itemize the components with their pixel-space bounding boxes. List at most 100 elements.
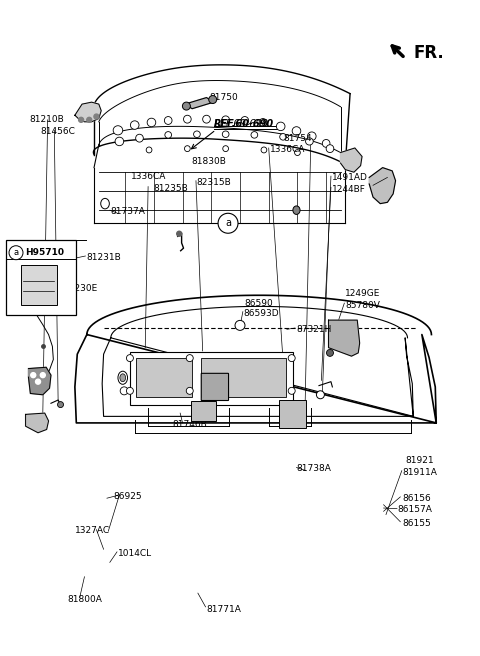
Polygon shape — [369, 168, 396, 203]
FancyBboxPatch shape — [201, 358, 286, 398]
Ellipse shape — [115, 137, 124, 146]
Circle shape — [94, 114, 99, 119]
Circle shape — [58, 401, 63, 407]
Ellipse shape — [183, 115, 191, 123]
Circle shape — [326, 350, 334, 356]
FancyBboxPatch shape — [201, 373, 228, 401]
Circle shape — [218, 213, 238, 234]
Ellipse shape — [118, 371, 128, 384]
Ellipse shape — [131, 121, 139, 129]
Ellipse shape — [306, 138, 313, 145]
Text: 87321H: 87321H — [297, 325, 332, 335]
Ellipse shape — [292, 127, 301, 135]
Ellipse shape — [136, 134, 144, 142]
Ellipse shape — [113, 126, 123, 135]
Circle shape — [209, 96, 216, 104]
Circle shape — [79, 117, 84, 122]
Ellipse shape — [164, 117, 172, 125]
Text: 86925: 86925 — [113, 493, 142, 501]
Ellipse shape — [203, 115, 210, 123]
Ellipse shape — [184, 146, 190, 152]
Ellipse shape — [222, 131, 229, 138]
Circle shape — [186, 355, 193, 361]
Ellipse shape — [241, 117, 249, 125]
Text: 81754: 81754 — [283, 134, 312, 142]
Text: 1491AD: 1491AD — [332, 173, 368, 182]
Ellipse shape — [165, 132, 171, 138]
Text: 1249GE: 1249GE — [345, 289, 381, 298]
Polygon shape — [340, 148, 362, 173]
Text: 81737A: 81737A — [111, 207, 145, 216]
Ellipse shape — [280, 134, 287, 140]
Text: 85780V: 85780V — [345, 300, 380, 310]
Ellipse shape — [147, 118, 156, 127]
Ellipse shape — [146, 147, 152, 153]
Ellipse shape — [120, 374, 126, 382]
Text: 81231B: 81231B — [86, 253, 120, 262]
Ellipse shape — [193, 131, 200, 138]
Circle shape — [9, 246, 23, 260]
Text: 86593D: 86593D — [244, 309, 279, 318]
Circle shape — [126, 387, 133, 394]
Circle shape — [288, 355, 295, 361]
Text: 1125DA: 1125DA — [30, 239, 66, 249]
Circle shape — [40, 373, 45, 378]
Polygon shape — [185, 98, 214, 109]
Text: 81230E: 81230E — [63, 284, 97, 293]
FancyBboxPatch shape — [191, 401, 216, 421]
Polygon shape — [28, 367, 51, 395]
Text: H95710: H95710 — [25, 248, 65, 257]
Text: 1336CA: 1336CA — [131, 173, 166, 181]
Circle shape — [177, 232, 182, 236]
Circle shape — [126, 355, 133, 361]
Circle shape — [120, 387, 128, 395]
Text: 81235B: 81235B — [153, 184, 188, 193]
Circle shape — [235, 320, 245, 331]
Text: REF.60-690: REF.60-690 — [214, 119, 269, 129]
Polygon shape — [328, 320, 360, 356]
Text: 81800A: 81800A — [68, 595, 103, 604]
Circle shape — [87, 117, 92, 122]
Circle shape — [31, 373, 36, 378]
Text: 86155: 86155 — [403, 519, 432, 527]
Text: 81771A: 81771A — [206, 605, 241, 614]
Text: 81235C: 81235C — [15, 261, 50, 270]
Ellipse shape — [323, 140, 330, 148]
Text: 81830B: 81830B — [191, 157, 226, 165]
Text: 82315B: 82315B — [196, 178, 231, 187]
Ellipse shape — [276, 122, 285, 131]
Circle shape — [316, 391, 324, 399]
Ellipse shape — [222, 116, 229, 124]
Circle shape — [186, 387, 193, 394]
Ellipse shape — [295, 150, 300, 155]
Text: 81738A: 81738A — [297, 464, 331, 473]
Text: 81456C: 81456C — [40, 127, 75, 136]
FancyBboxPatch shape — [136, 358, 192, 398]
FancyBboxPatch shape — [130, 352, 293, 405]
Ellipse shape — [223, 146, 228, 152]
Ellipse shape — [259, 119, 267, 127]
Ellipse shape — [326, 145, 334, 153]
Text: 81746B: 81746B — [172, 420, 207, 430]
Circle shape — [182, 102, 191, 110]
Text: 81210B: 81210B — [29, 115, 64, 125]
Text: 1327AC: 1327AC — [75, 526, 110, 535]
Circle shape — [288, 387, 295, 394]
Text: 86590: 86590 — [245, 298, 274, 308]
Text: REF.60-690: REF.60-690 — [214, 119, 274, 129]
FancyBboxPatch shape — [21, 264, 57, 305]
Text: 1336CA: 1336CA — [270, 146, 305, 154]
Text: 81911A: 81911A — [403, 468, 438, 476]
Ellipse shape — [293, 206, 300, 215]
Ellipse shape — [308, 132, 316, 140]
Text: 86157A: 86157A — [397, 506, 432, 514]
Text: 81921: 81921 — [405, 457, 434, 465]
FancyBboxPatch shape — [19, 256, 51, 305]
Text: a: a — [225, 218, 231, 228]
Text: a: a — [13, 248, 19, 257]
Text: 1244BF: 1244BF — [332, 185, 366, 194]
Polygon shape — [25, 413, 48, 433]
Ellipse shape — [251, 132, 258, 138]
Text: 81750: 81750 — [209, 93, 238, 102]
Ellipse shape — [101, 198, 109, 209]
